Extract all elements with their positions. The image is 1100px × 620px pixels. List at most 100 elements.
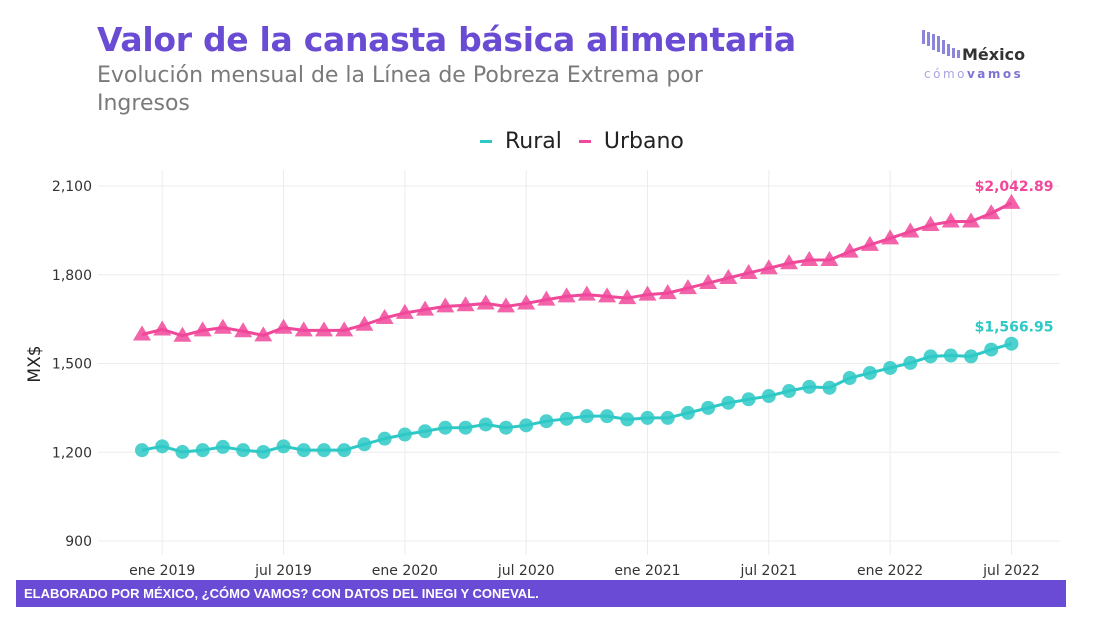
urbano-point bbox=[557, 287, 576, 303]
y-tick-label: 1,500 bbox=[52, 357, 92, 373]
rural-point bbox=[984, 342, 999, 357]
urbano-point bbox=[416, 300, 435, 316]
urbano-point bbox=[860, 235, 879, 251]
rural-line bbox=[141, 342, 1012, 454]
rural-point bbox=[600, 409, 615, 424]
rural-point bbox=[964, 349, 979, 364]
rural-point bbox=[135, 443, 149, 458]
legend-urbano-swatch bbox=[578, 139, 591, 143]
urbano-point bbox=[780, 254, 799, 270]
rural-point bbox=[195, 443, 210, 458]
urbano-point bbox=[537, 290, 556, 306]
urbano-point bbox=[375, 308, 394, 324]
rural-end-label: $1,566.95 bbox=[975, 320, 1054, 336]
urbano-point bbox=[759, 259, 778, 275]
urbano-end-label: $2,042.89 bbox=[975, 179, 1054, 195]
svg-text:cómovamos: cómovamos bbox=[924, 67, 1023, 81]
x-tick-label: ene 2019 bbox=[129, 563, 195, 579]
rural-point bbox=[640, 410, 655, 425]
rural-point bbox=[175, 444, 190, 459]
urbano-point bbox=[436, 297, 455, 313]
rural-point bbox=[680, 405, 695, 420]
urbano-point bbox=[395, 303, 414, 319]
rural-point bbox=[1004, 336, 1019, 351]
rural-point bbox=[862, 365, 877, 380]
chart-subtitle: Evolución mensual de la Línea de Pobreza… bbox=[97, 63, 703, 116]
rural-point bbox=[397, 427, 412, 442]
urbano-point bbox=[941, 212, 960, 228]
urbano-line bbox=[141, 201, 1013, 338]
rural-point bbox=[236, 443, 251, 458]
urbano-point bbox=[314, 321, 333, 337]
y-tick-label: 2,100 bbox=[52, 179, 92, 195]
urbano-point bbox=[678, 279, 697, 295]
urbano-point bbox=[254, 326, 273, 342]
urbano-point bbox=[982, 204, 1001, 220]
urbano-point bbox=[213, 318, 232, 334]
urbano-point bbox=[234, 322, 253, 338]
x-tick-label: ene 2021 bbox=[614, 563, 680, 579]
urbano-point bbox=[517, 294, 536, 310]
rural-point bbox=[620, 412, 635, 427]
urbano-point bbox=[820, 250, 839, 266]
y-tick-label: 1,200 bbox=[52, 445, 92, 461]
rural-point bbox=[559, 411, 574, 426]
mexico-como-vamos-logo: México cómovamos bbox=[922, 30, 1025, 81]
y-axis-label: MX$ bbox=[25, 345, 45, 382]
svg-text:México: México bbox=[962, 45, 1025, 64]
urbano-point bbox=[456, 296, 475, 312]
rural-point bbox=[498, 420, 513, 435]
urbano-point bbox=[294, 321, 313, 337]
rural-point bbox=[458, 420, 473, 435]
legend-rural-label: Rural bbox=[505, 128, 562, 154]
rural-point bbox=[761, 389, 776, 404]
rural-point bbox=[215, 439, 230, 454]
urbano-point bbox=[881, 229, 900, 245]
urbano-point bbox=[840, 242, 859, 258]
urbano-point bbox=[173, 326, 192, 342]
x-tick-label: ene 2022 bbox=[857, 563, 923, 579]
rural-point bbox=[721, 395, 736, 410]
rural-point bbox=[782, 384, 797, 399]
rural-point bbox=[802, 379, 817, 394]
rural-point bbox=[539, 414, 554, 429]
urbano-point bbox=[739, 263, 758, 279]
urbano-point bbox=[577, 285, 596, 301]
urbano-point bbox=[800, 250, 819, 266]
rural-point bbox=[660, 410, 675, 425]
rural-point bbox=[923, 349, 938, 364]
urbano-point bbox=[193, 321, 212, 337]
line-chart: 900 1,200 1,500 1,800 2,100 ene 2019 jul 2019 e… bbox=[25, 170, 1060, 579]
y-tick-label: 1,800 bbox=[52, 268, 92, 284]
urbano-point bbox=[962, 212, 981, 228]
rural-point bbox=[478, 417, 493, 432]
urbano-point bbox=[153, 320, 172, 336]
urbano-point bbox=[335, 321, 354, 337]
rural-point bbox=[842, 370, 857, 385]
rural-point bbox=[276, 439, 291, 454]
x-tick-label: jul 2022 bbox=[982, 563, 1040, 579]
rural-point bbox=[296, 443, 311, 458]
urbano-point bbox=[638, 285, 657, 301]
rural-point bbox=[822, 380, 837, 395]
rural-point bbox=[741, 392, 756, 407]
rural-point bbox=[155, 439, 170, 454]
urbano-point bbox=[133, 325, 151, 341]
urbano-point bbox=[476, 294, 495, 310]
rural-point bbox=[579, 409, 594, 424]
x-tick-label: jul 2019 bbox=[254, 563, 312, 579]
x-tick-label: jul 2020 bbox=[497, 563, 555, 579]
urbano-point bbox=[699, 274, 718, 290]
urbano-point bbox=[355, 315, 374, 331]
rural-point bbox=[438, 420, 453, 435]
urbano-point bbox=[1002, 193, 1021, 209]
urbano-point bbox=[658, 284, 677, 300]
rural-point bbox=[357, 437, 372, 452]
x-tick-label: ene 2020 bbox=[372, 563, 438, 579]
x-tick-label: jul 2021 bbox=[739, 563, 797, 579]
series-rural: $1,566.95 bbox=[135, 320, 1053, 459]
urbano-point bbox=[274, 318, 293, 334]
source-footer: ELABORADO POR MÉXICO, ¿CÓMO VAMOS? CON D… bbox=[16, 580, 1066, 607]
urbano-point bbox=[901, 222, 920, 238]
urbano-point bbox=[618, 289, 637, 305]
